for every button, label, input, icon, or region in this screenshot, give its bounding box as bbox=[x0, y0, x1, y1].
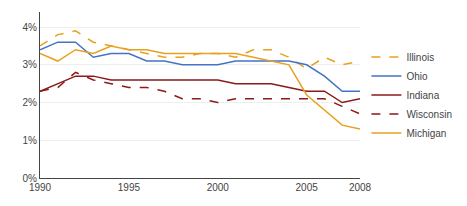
svg-text:4%: 4% bbox=[23, 22, 38, 33]
svg-text:2%: 2% bbox=[23, 97, 38, 108]
svg-text:Indiana: Indiana bbox=[406, 90, 439, 101]
svg-text:1%: 1% bbox=[23, 135, 38, 146]
svg-text:0%: 0% bbox=[23, 173, 38, 184]
svg-text:1995: 1995 bbox=[118, 182, 141, 193]
svg-text:Illinois: Illinois bbox=[406, 52, 434, 63]
svg-text:2008: 2008 bbox=[349, 182, 372, 193]
svg-text:Wisconsin: Wisconsin bbox=[406, 109, 452, 120]
svg-text:Michigan: Michigan bbox=[406, 128, 446, 139]
svg-text:3%: 3% bbox=[23, 59, 38, 70]
svg-text:2000: 2000 bbox=[207, 182, 230, 193]
svg-text:Ohio: Ohio bbox=[406, 71, 428, 82]
svg-text:2005: 2005 bbox=[296, 182, 319, 193]
svg-text:1990: 1990 bbox=[29, 182, 52, 193]
